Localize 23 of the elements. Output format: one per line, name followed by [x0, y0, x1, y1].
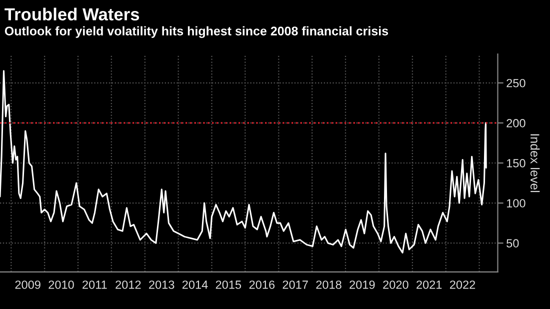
x-tick-label: 2020 — [383, 280, 408, 289]
y-tick-label: 100 — [506, 199, 526, 208]
y-tick-label: 200 — [506, 118, 526, 128]
x-tick-label: 2022 — [450, 280, 476, 289]
x-tick-label: 2015 — [216, 280, 242, 289]
x-tick-label: 2017 — [282, 280, 308, 289]
x-tick-label: 2010 — [48, 280, 74, 289]
x-tick-label: 2012 — [116, 280, 141, 289]
chart-subtitle: Outlook for yield volatility hits highest since 2008 financial crisis — [4, 26, 388, 38]
x-tick-label: 2019 — [350, 280, 375, 289]
x-tick-label: 2014 — [182, 280, 208, 289]
x-tick-label: 2011 — [82, 280, 107, 289]
x-tick-label: 2021 — [416, 280, 442, 289]
y-tick-label: 150 — [506, 159, 526, 168]
x-tick-label: 2016 — [249, 280, 275, 289]
y-axis-title: Index level — [530, 134, 540, 192]
x-tick-label: 2013 — [149, 280, 174, 289]
y-tick-label: 50 — [506, 239, 519, 248]
x-tick-label: 2009 — [15, 280, 40, 289]
x-tick-label: 2018 — [316, 280, 342, 289]
y-tick-label: 250 — [506, 78, 526, 88]
line-series — [0, 70, 487, 254]
chart-title: Troubled Waters — [4, 8, 140, 20]
